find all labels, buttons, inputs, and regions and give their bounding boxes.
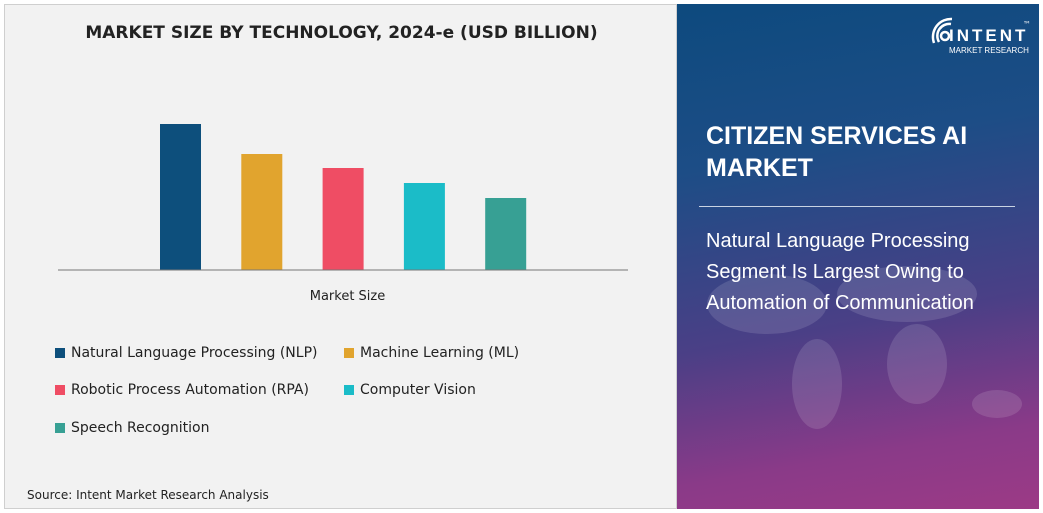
signal-icon [931, 17, 953, 44]
logo-trademark: ™ [1023, 20, 1031, 29]
bar-4 [403, 183, 445, 270]
logo-brand: INTENT [949, 26, 1029, 45]
source-note: Source: Intent Market Research Analysis [27, 488, 269, 502]
legend-swatch [55, 385, 65, 395]
legend-label: Speech Recognition [71, 420, 210, 436]
intent-logo: INTENT ™ MARKET RESEARCH [931, 12, 1031, 62]
legend-item: Robotic Process Automation (RPA) [55, 382, 309, 398]
legend-item: Computer Vision [344, 382, 476, 398]
legend-swatch [55, 423, 65, 433]
bar-5 [485, 198, 527, 270]
legend-label: Robotic Process Automation (RPA) [71, 382, 309, 398]
legend-label: Machine Learning (ML) [360, 345, 520, 361]
legend-swatch [55, 348, 65, 358]
world-map-decoration [707, 266, 1022, 429]
legend-swatch [344, 348, 354, 358]
legend-label: Computer Vision [360, 382, 476, 398]
bar-2 [241, 154, 283, 270]
legend-swatch [344, 385, 354, 395]
info-panel: INTENT ™ MARKET RESEARCH CITIZEN SERVICE… [677, 4, 1039, 509]
bar-chart [58, 124, 628, 271]
x-axis-label: Market Size [309, 289, 386, 304]
legend-label: Natural Language Processing (NLP) [71, 345, 318, 361]
report-title: CITIZEN SERVICES AI MARKET [706, 122, 968, 182]
report-subtitle: Natural Language Processing Segment Is L… [706, 230, 974, 314]
bar-3 [322, 168, 364, 270]
chart-panel: MARKET SIZE BY TECHNOLOGY, 2024-e (USD B… [4, 4, 677, 509]
bar-1 [160, 124, 201, 270]
divider [699, 206, 1015, 207]
legend-item: Machine Learning (ML) [344, 345, 519, 361]
legend-item: Natural Language Processing (NLP) [55, 345, 317, 361]
chart-title: MARKET SIZE BY TECHNOLOGY, 2024-e (USD B… [85, 23, 598, 43]
logo-subtitle: MARKET RESEARCH [949, 46, 1029, 55]
legend-item: Speech Recognition [55, 420, 209, 436]
